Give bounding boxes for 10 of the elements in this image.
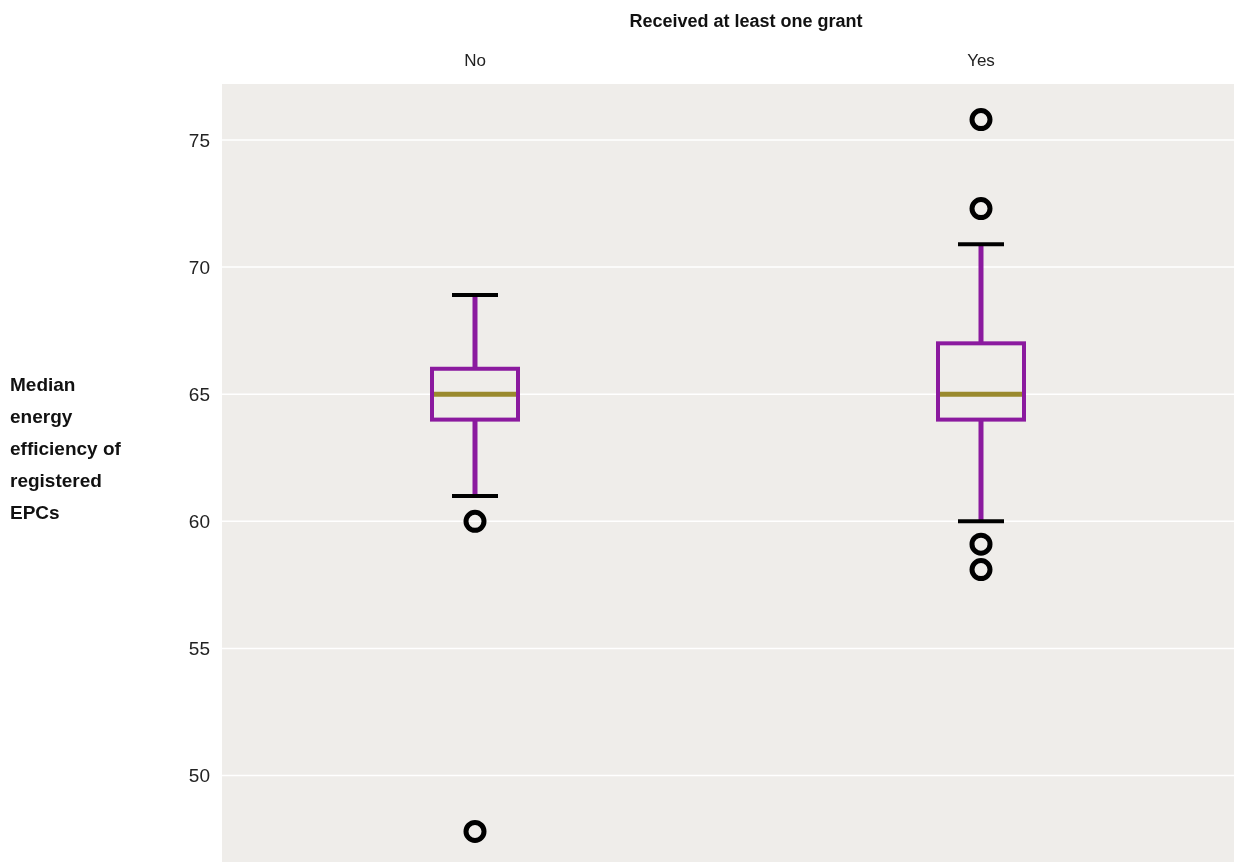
y-tick-label: 65 bbox=[188, 383, 210, 405]
y-tick-label: 60 bbox=[188, 510, 210, 532]
y-tick-label: 50 bbox=[188, 765, 210, 787]
y-axis-title: Median energy efficiency of registered EPCs bbox=[10, 374, 122, 523]
x-tick-label: No bbox=[464, 51, 486, 70]
y-tick-label: 75 bbox=[188, 129, 210, 151]
y-tick-label: 70 bbox=[188, 256, 210, 278]
y-tick-label: 55 bbox=[188, 638, 210, 660]
x-tick-label: Yes bbox=[967, 51, 995, 70]
chart-title: Received at least one grant bbox=[629, 11, 863, 31]
